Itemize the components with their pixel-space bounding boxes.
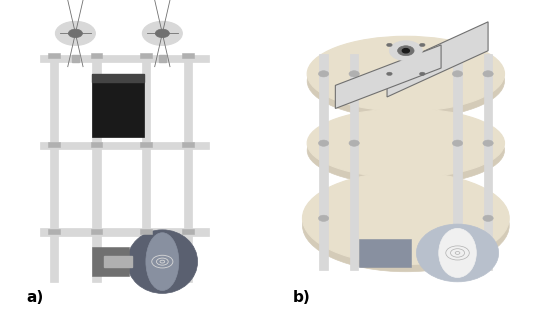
Bar xyxy=(49,142,60,147)
Circle shape xyxy=(318,71,329,77)
Bar xyxy=(92,247,129,276)
Circle shape xyxy=(398,46,414,56)
Bar xyxy=(49,229,60,234)
Circle shape xyxy=(483,71,493,77)
Circle shape xyxy=(68,29,82,38)
Bar xyxy=(91,229,103,234)
Bar xyxy=(91,53,103,58)
Bar xyxy=(182,142,194,147)
Ellipse shape xyxy=(127,230,198,293)
Bar xyxy=(140,229,152,234)
Circle shape xyxy=(420,72,425,75)
Circle shape xyxy=(402,48,410,53)
Circle shape xyxy=(420,43,425,47)
Polygon shape xyxy=(335,45,441,108)
Bar xyxy=(92,74,144,137)
Circle shape xyxy=(318,215,329,221)
Circle shape xyxy=(452,71,462,77)
Bar xyxy=(359,239,411,267)
Circle shape xyxy=(143,22,182,45)
Bar xyxy=(140,142,152,147)
Ellipse shape xyxy=(146,233,179,291)
Circle shape xyxy=(483,140,493,146)
Bar xyxy=(182,53,194,58)
Bar xyxy=(92,74,144,82)
Bar xyxy=(40,55,209,62)
Circle shape xyxy=(483,215,493,221)
Text: b): b) xyxy=(293,290,311,305)
Bar xyxy=(92,56,101,282)
Ellipse shape xyxy=(417,224,499,282)
Bar xyxy=(40,142,209,149)
Ellipse shape xyxy=(439,229,476,277)
Ellipse shape xyxy=(302,172,509,265)
Circle shape xyxy=(349,140,359,146)
Bar xyxy=(453,54,462,270)
Bar xyxy=(484,54,492,270)
Bar xyxy=(319,54,328,270)
Bar xyxy=(40,229,209,236)
Bar xyxy=(350,54,358,270)
Bar xyxy=(72,55,79,62)
Circle shape xyxy=(56,22,96,45)
Polygon shape xyxy=(387,22,488,97)
Bar xyxy=(142,56,150,282)
Bar xyxy=(182,229,194,234)
Bar xyxy=(159,55,166,62)
Ellipse shape xyxy=(307,108,505,178)
Ellipse shape xyxy=(307,36,505,111)
Circle shape xyxy=(349,71,359,77)
Bar xyxy=(184,56,192,282)
Ellipse shape xyxy=(302,179,509,272)
Circle shape xyxy=(155,29,169,38)
Bar xyxy=(49,53,60,58)
Circle shape xyxy=(387,43,392,47)
Bar xyxy=(50,56,59,282)
Circle shape xyxy=(387,72,392,75)
Circle shape xyxy=(389,41,422,61)
Bar xyxy=(91,142,103,147)
Circle shape xyxy=(452,140,462,146)
Ellipse shape xyxy=(307,116,505,185)
Bar xyxy=(104,256,132,267)
Bar xyxy=(140,53,152,58)
Ellipse shape xyxy=(307,43,505,119)
Circle shape xyxy=(318,140,329,146)
Text: a): a) xyxy=(26,290,43,305)
